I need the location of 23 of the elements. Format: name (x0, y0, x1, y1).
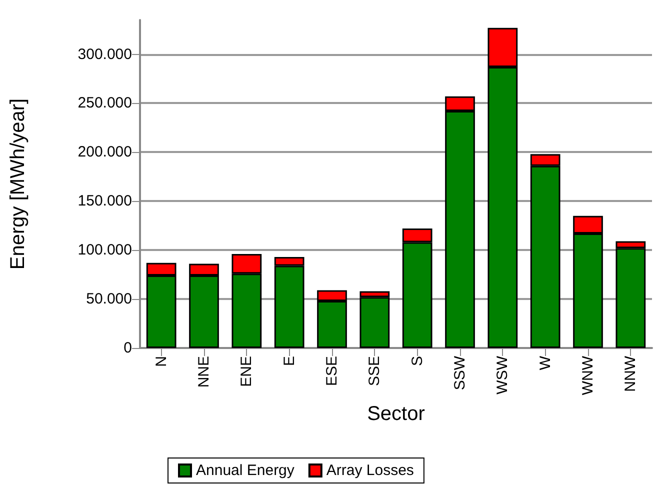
x-tick-label: W (536, 355, 554, 370)
y-tick-label: 0 (124, 340, 132, 356)
x-tick-label: NNE (196, 356, 212, 388)
x-tick-label: ESE (324, 356, 340, 386)
x-tick-label: ENE (238, 356, 256, 387)
x-tick-label: WNW (580, 355, 596, 396)
x-tick-label: SSE (366, 356, 384, 386)
legend-label: Array Losses (326, 462, 414, 479)
legend-label: Annual Energy (196, 462, 295, 479)
y-tick-label: 300.000 (78, 46, 132, 63)
x-axis-title: Sector (367, 403, 426, 425)
y-axis-title: Energy [MWh/year] (7, 98, 29, 270)
y-tick-label: 100.000 (78, 242, 132, 259)
x-tick-label: N (152, 356, 170, 367)
x-tick-label: E (280, 356, 298, 366)
x-tick-label: S (408, 356, 426, 366)
y-tick-label: 150.000 (78, 192, 132, 210)
x-tick-label: WSW (494, 355, 512, 394)
y-tick-label: 50.000 (86, 290, 132, 308)
x-tick-label: NNW (622, 355, 640, 392)
y-tick-label: 250.000 (78, 94, 132, 112)
y-tick-label: 200.000 (78, 144, 132, 161)
x-tick-label: SSW (452, 355, 468, 390)
